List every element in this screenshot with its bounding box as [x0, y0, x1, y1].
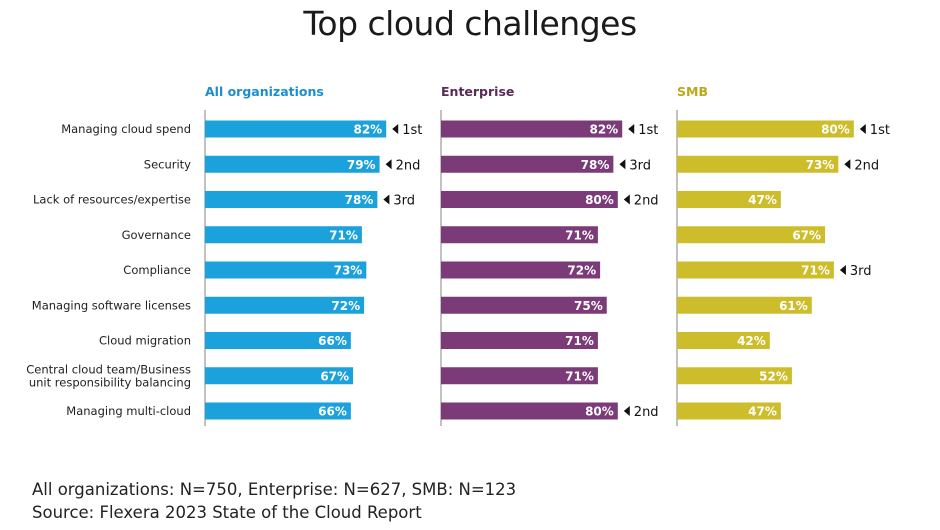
bar	[677, 402, 781, 420]
category-label: Managing multi-cloud	[66, 404, 191, 418]
rank-label: 1st	[638, 123, 658, 138]
sample-size-note: All organizations: N=750, Enterprise: N=…	[32, 480, 517, 499]
rank-arrow-icon	[623, 194, 630, 205]
rank-arrow-icon	[623, 406, 630, 416]
rank-label: 2nd	[634, 405, 659, 420]
bar	[677, 367, 792, 385]
rank-label: 3rd	[629, 158, 651, 173]
bar	[441, 261, 601, 279]
data-label: 61%	[779, 299, 808, 313]
data-label: 71%	[329, 228, 358, 242]
bar	[441, 367, 598, 385]
data-label: 66%	[318, 405, 347, 419]
data-label: 71%	[801, 264, 830, 278]
category-label: Lack of resources/expertise	[33, 193, 191, 207]
data-label: 72%	[331, 299, 360, 313]
rank-arrow-icon	[619, 159, 626, 170]
bar	[677, 120, 854, 138]
bar	[441, 332, 598, 349]
series-header: All organizations	[205, 84, 324, 99]
rank-arrow-icon	[628, 124, 635, 134]
rank-arrow-icon	[859, 124, 866, 134]
category-label: Managing software licenses	[32, 298, 191, 312]
category-label: Compliance	[123, 263, 191, 277]
source-note: Source: Flexera 2023 State of the Cloud …	[32, 503, 422, 522]
category-label: Central cloud team/Business	[26, 362, 191, 376]
rank-arrow-icon	[383, 194, 390, 205]
series-header: SMB	[677, 84, 708, 99]
series-header: Enterprise	[441, 84, 514, 99]
bar-chart: Managing cloud spend Security Lack of reso…	[26, 84, 890, 426]
rank-label: 2nd	[854, 158, 879, 173]
data-label: 80%	[821, 123, 850, 137]
bar	[205, 367, 354, 385]
category-label: unit responsibility balancing	[29, 375, 191, 389]
bar	[677, 226, 826, 244]
rank-arrow-icon	[844, 159, 851, 170]
rank-label: 1st	[402, 123, 422, 138]
bar	[441, 191, 618, 208]
bar	[677, 191, 781, 208]
rank-label: 2nd	[396, 158, 421, 173]
data-label: 80%	[585, 193, 614, 207]
bar	[205, 296, 365, 314]
bar	[441, 155, 614, 173]
data-label: 71%	[565, 334, 594, 348]
data-label: 67%	[792, 228, 821, 242]
data-label: 79%	[347, 158, 376, 172]
data-label: 66%	[318, 334, 347, 348]
bar	[441, 226, 598, 244]
rank-arrow-icon	[839, 265, 846, 275]
category-label: Security	[144, 157, 191, 171]
data-label: 78%	[345, 193, 374, 207]
bar	[205, 120, 387, 138]
data-label: 82%	[353, 123, 382, 137]
data-label: 75%	[574, 299, 603, 313]
data-label: 71%	[565, 228, 594, 242]
data-label: 71%	[565, 369, 594, 383]
bar	[205, 402, 351, 420]
data-label: 47%	[748, 193, 777, 207]
bar	[205, 332, 351, 349]
rank-label: 2nd	[634, 194, 659, 209]
data-label: 82%	[589, 123, 618, 137]
chart-title: Top cloud challenges	[303, 4, 637, 43]
bar	[205, 261, 367, 279]
bar	[441, 296, 607, 314]
data-label: 72%	[567, 264, 596, 278]
data-label: 42%	[737, 334, 766, 348]
data-label: 67%	[320, 369, 349, 383]
bar	[441, 120, 623, 138]
rank-label: 3rd	[393, 194, 415, 209]
data-label: 73%	[334, 264, 363, 278]
data-label: 78%	[581, 158, 610, 172]
data-label: 47%	[748, 405, 777, 419]
data-label: 52%	[759, 369, 788, 383]
rank-arrow-icon	[392, 124, 399, 134]
rank-label: 3rd	[850, 264, 872, 279]
rank-arrow-icon	[385, 159, 392, 170]
bar	[677, 155, 839, 173]
bar	[205, 226, 362, 244]
bar	[677, 261, 834, 279]
bar	[205, 191, 378, 208]
category-label: Cloud migration	[99, 334, 191, 348]
category-label: Governance	[122, 228, 191, 242]
bar	[205, 155, 380, 173]
rank-label: 1st	[870, 123, 890, 138]
bar	[677, 296, 812, 314]
data-label: 73%	[806, 158, 835, 172]
bar	[441, 402, 618, 420]
data-label: 80%	[585, 405, 614, 419]
category-label: Managing cloud spend	[61, 122, 191, 136]
bar	[677, 332, 770, 349]
